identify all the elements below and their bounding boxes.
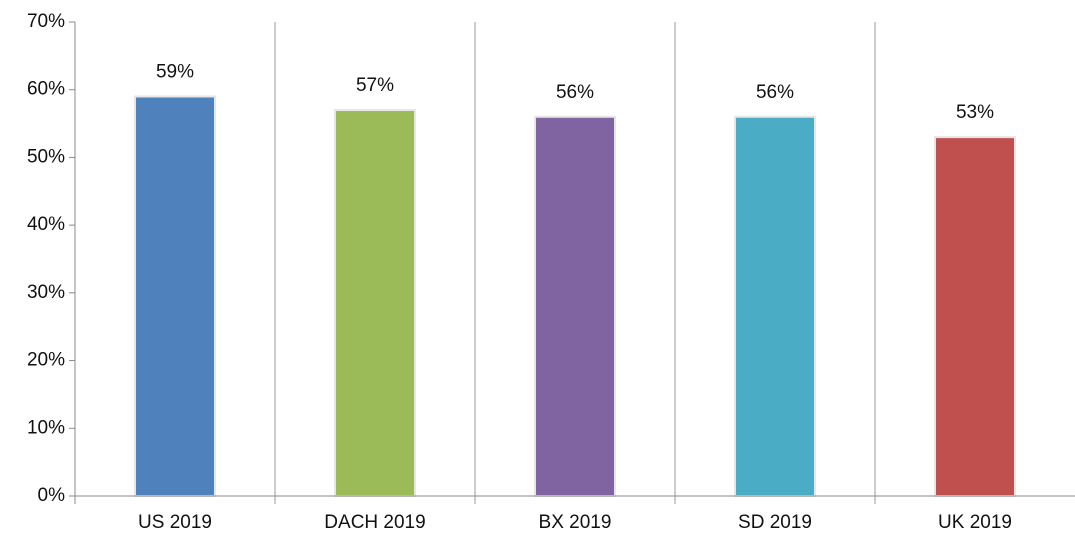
data-label: 56% <box>556 82 594 103</box>
y-tick-label: 10% <box>27 417 65 438</box>
y-tick-label: 0% <box>38 485 66 506</box>
y-tick-label: 30% <box>27 282 65 303</box>
x-tick-label: DACH 2019 <box>324 512 425 533</box>
bar <box>934 136 1016 497</box>
y-tick-label: 20% <box>27 350 65 371</box>
bar <box>134 95 216 497</box>
bar <box>534 115 616 498</box>
data-label: 59% <box>156 62 194 83</box>
x-tick-label: BX 2019 <box>539 512 612 533</box>
bar <box>734 115 816 498</box>
data-label: 57% <box>356 75 394 96</box>
data-label: 56% <box>756 82 794 103</box>
y-tick-label: 50% <box>27 146 65 167</box>
x-tick-label: SD 2019 <box>738 512 812 533</box>
x-tick-label: US 2019 <box>138 512 212 533</box>
y-tick-label: 40% <box>27 214 65 235</box>
y-tick-label: 60% <box>27 79 65 100</box>
data-label: 53% <box>956 102 994 123</box>
x-tick-label: UK 2019 <box>938 512 1012 533</box>
y-tick-label: 70% <box>27 11 65 32</box>
bar <box>334 109 416 498</box>
